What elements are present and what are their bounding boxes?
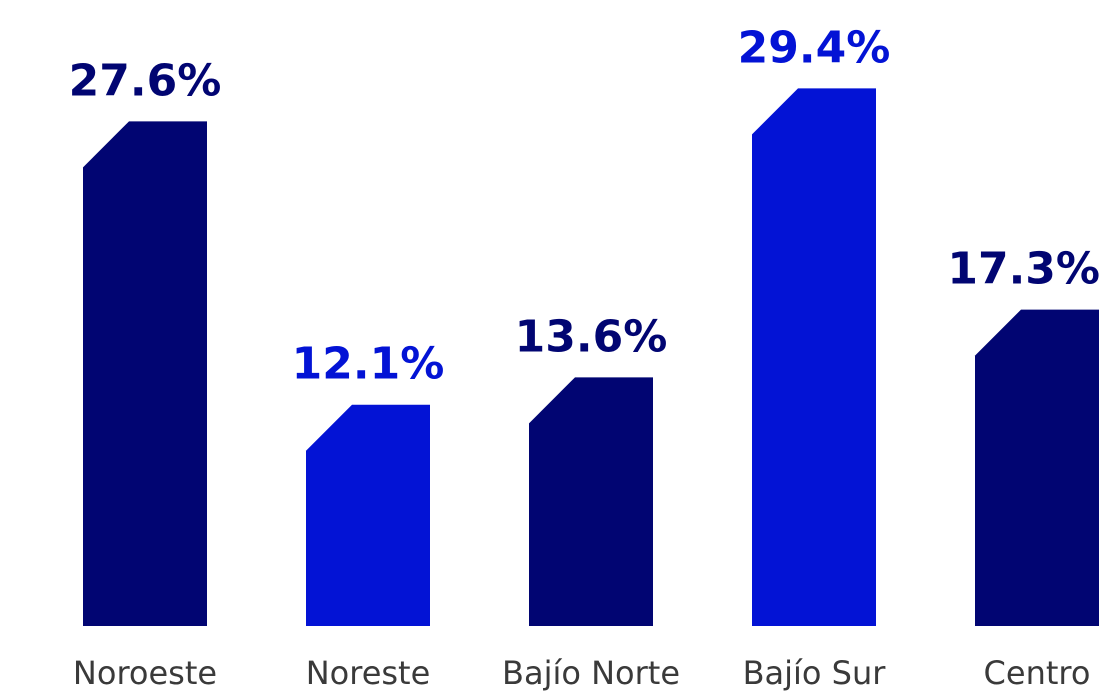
bar xyxy=(529,377,653,626)
bar xyxy=(752,88,876,626)
value-label: 29.4% xyxy=(738,22,891,73)
value-label: 17.3% xyxy=(947,244,1100,295)
bar xyxy=(975,309,1099,626)
bar xyxy=(83,121,207,627)
x-tick-label: Centro xyxy=(984,654,1091,692)
value-label: 12.1% xyxy=(292,339,445,390)
bar xyxy=(306,404,430,626)
value-label: 13.6% xyxy=(515,311,668,362)
x-tick-label: Noreste xyxy=(306,654,431,692)
x-tick-label: Bajío Sur xyxy=(743,654,887,692)
x-tick-label: Bajío Norte xyxy=(502,654,680,692)
x-tick-label: Noroeste xyxy=(73,654,217,692)
value-label: 27.6% xyxy=(69,55,222,106)
